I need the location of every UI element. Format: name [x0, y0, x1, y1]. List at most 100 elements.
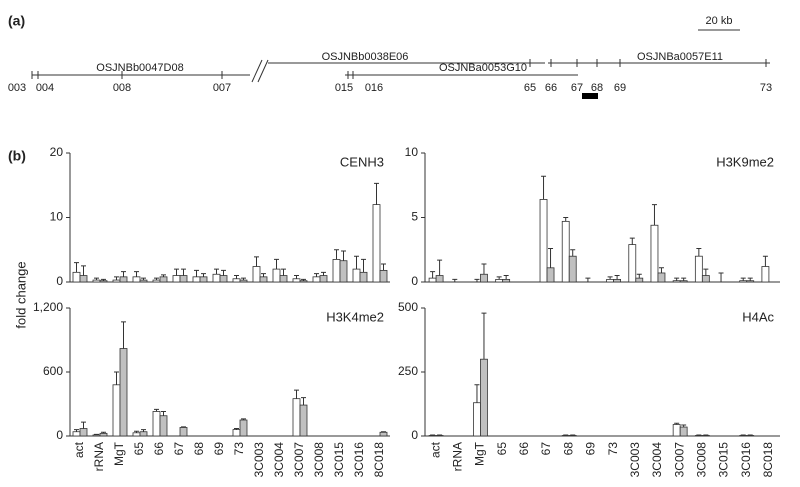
- x-tick-label: 8C018: [372, 442, 386, 478]
- error-bar: [481, 312, 487, 360]
- bar: [72, 271, 81, 283]
- x-tick-label: 68: [192, 442, 206, 456]
- y-tick-label: 0: [411, 428, 418, 442]
- bar: [119, 348, 128, 437]
- bar: [112, 384, 121, 437]
- x-tick-label: 69: [584, 442, 598, 456]
- bar: [379, 269, 388, 283]
- bar: [568, 255, 577, 283]
- error-bar: [121, 271, 126, 277]
- x-tick-label: 3C015: [717, 442, 731, 478]
- error-bar: [234, 428, 239, 430]
- bar: [239, 419, 248, 437]
- bar: [613, 279, 621, 283]
- y-tick-label: 500: [398, 300, 418, 314]
- error-bar: [703, 268, 709, 276]
- error-bar: [74, 429, 79, 432]
- error-bar: [161, 274, 166, 277]
- bar: [568, 435, 577, 437]
- bar: [252, 266, 261, 283]
- error-bar: [314, 273, 319, 277]
- marker-label: 65: [524, 82, 536, 94]
- bar: [672, 280, 681, 283]
- error-bar: [541, 175, 547, 200]
- bar: [139, 431, 148, 437]
- bar: [299, 280, 308, 283]
- x-tick-label: 73: [232, 442, 246, 456]
- bar: [502, 279, 511, 283]
- error-bar: [361, 258, 366, 273]
- bar: [232, 278, 241, 283]
- error-bar: [74, 262, 79, 273]
- bar: [212, 273, 221, 283]
- x-tick-label: 3C007: [292, 442, 306, 478]
- error-bar: [614, 275, 620, 280]
- x-tick-label: MgT: [473, 441, 487, 466]
- x-tick-label: act: [72, 441, 86, 458]
- x-tick-label: 65: [495, 442, 509, 456]
- error-bar: [321, 271, 326, 276]
- error-bar: [452, 278, 458, 282]
- error-bar: [341, 250, 346, 261]
- x-tick-label: 3C008: [312, 442, 326, 478]
- error-bar: [607, 276, 613, 280]
- marker-label: 003: [8, 82, 26, 94]
- marker-label: 007: [213, 82, 231, 94]
- marker-label: 73: [760, 82, 772, 94]
- clone-label: OSJNBa0053G10: [439, 62, 527, 74]
- bar: [701, 275, 710, 283]
- chart-title: H3K9me2: [716, 154, 774, 169]
- error-bar: [681, 424, 687, 428]
- x-tick-label: rRNA: [92, 442, 106, 471]
- x-tick-label: MgT: [112, 441, 126, 466]
- bar: [372, 204, 381, 283]
- bar: [628, 244, 637, 283]
- error-bar: [114, 371, 119, 385]
- bar: [539, 199, 548, 283]
- bar: [179, 275, 188, 283]
- clone-label: OSJNBb0047D08: [96, 62, 183, 74]
- error-bar: [101, 278, 106, 281]
- bar: [272, 268, 281, 283]
- bar: [746, 435, 755, 437]
- error-bar: [154, 408, 159, 412]
- bar: [92, 279, 101, 283]
- clone-label: OSJNBa0057E11: [637, 51, 723, 63]
- x-tick-label: 3C016: [352, 442, 366, 478]
- error-bar: [674, 422, 680, 425]
- error-bar: [101, 431, 106, 434]
- error-bar: [496, 276, 502, 280]
- bar: [79, 428, 88, 437]
- error-bar: [254, 256, 259, 267]
- error-bar: [294, 275, 299, 279]
- bar: [379, 431, 388, 437]
- bar: [152, 279, 161, 283]
- bar: [279, 275, 288, 283]
- error-bar: [334, 249, 339, 260]
- y-tick-label: 5: [411, 210, 418, 224]
- x-tick-label: 69: [212, 442, 226, 456]
- error-bar: [281, 268, 286, 276]
- x-tick-label: 3C004: [650, 442, 664, 478]
- x-tick-label: act: [428, 441, 442, 458]
- error-bar: [740, 277, 746, 281]
- bar: [92, 434, 101, 437]
- bar: [99, 432, 108, 437]
- error-bar: [430, 434, 436, 436]
- bar: [192, 276, 201, 283]
- bar: [761, 266, 770, 283]
- chart-title: CENH3: [340, 154, 384, 169]
- bar: [739, 435, 748, 437]
- bar: [139, 279, 148, 283]
- error-bar: [696, 247, 702, 257]
- error-bar: [762, 255, 768, 267]
- error-bar: [201, 273, 206, 277]
- x-tick-label: 8C018: [761, 442, 775, 478]
- error-bar: [354, 255, 359, 270]
- error-bar: [174, 268, 179, 276]
- bar: [435, 275, 444, 283]
- bar: [312, 276, 321, 283]
- marker-label: 004: [36, 82, 54, 94]
- error-bar: [481, 263, 487, 275]
- bar: [159, 415, 168, 437]
